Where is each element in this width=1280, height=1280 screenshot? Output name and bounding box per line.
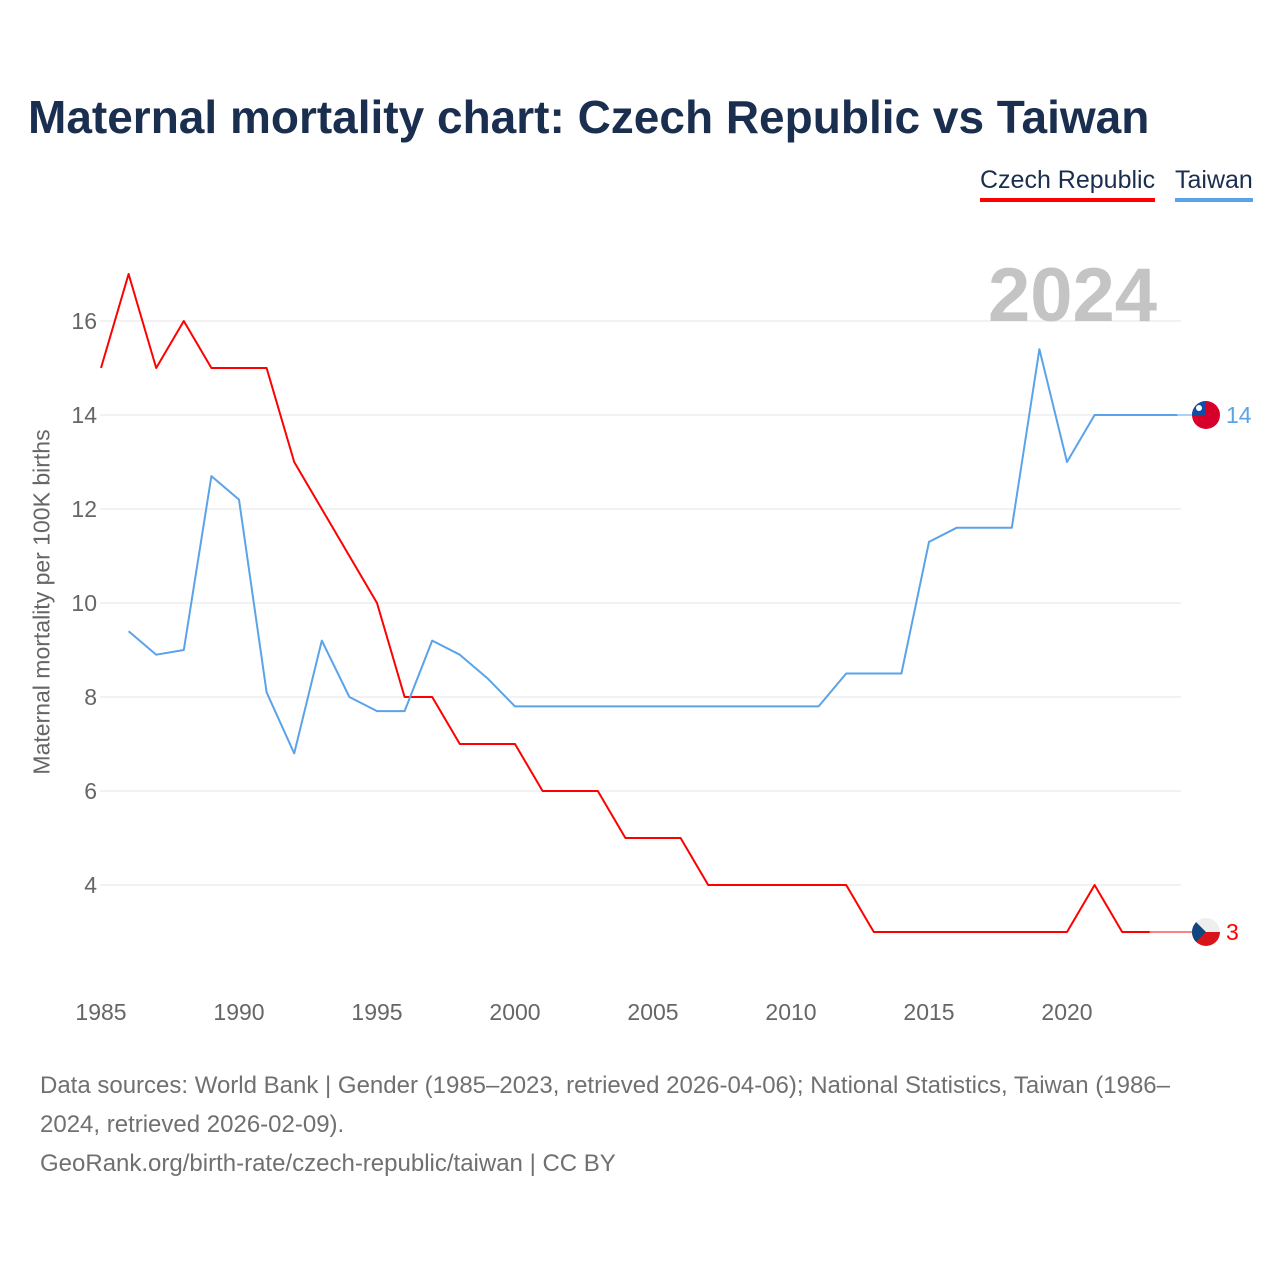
x-tick-label: 2000 [489, 999, 540, 1025]
x-tick-label: 1985 [75, 999, 126, 1025]
y-tick-label: 8 [84, 684, 97, 710]
taiwan-flag-icon [1192, 401, 1220, 429]
end-value-label: 14 [1226, 402, 1252, 428]
y-tick-label: 10 [71, 590, 97, 616]
data-sources: Data sources: World Bank | Gender (1985–… [40, 1072, 1170, 1138]
y-tick-label: 6 [84, 778, 97, 804]
y-tick-label: 16 [71, 308, 97, 334]
flag-blue [1192, 918, 1206, 946]
end-value-label: 3 [1226, 919, 1239, 945]
flag-body [1192, 918, 1220, 946]
legend-taiwan[interactable]: Taiwan [1175, 166, 1253, 202]
legend-czech-republic[interactable]: Czech Republic [980, 166, 1156, 202]
x-tick-label: 2020 [1041, 999, 1092, 1025]
year-watermark: 2024 [988, 253, 1158, 338]
y-tick-label: 14 [71, 402, 97, 428]
czech-flag-icon [1192, 918, 1220, 946]
x-tick-label: 2005 [627, 999, 678, 1025]
series-line-czech-republic [100, 273, 1150, 933]
y-tick-label: 12 [71, 496, 97, 522]
x-tick-label: 2010 [765, 999, 816, 1025]
footer: Data sources: World Bank | Gender (1985–… [40, 1066, 1220, 1183]
x-tick-label: 1990 [213, 999, 264, 1025]
chart-title: Maternal mortality chart: Czech Republic… [28, 91, 1150, 143]
series-line-taiwan [127, 348, 1178, 755]
flag-body [1192, 401, 1220, 429]
flag-sun [1196, 405, 1202, 411]
x-tick-label: 1995 [351, 999, 402, 1025]
credit-link[interactable]: GeoRank.org/birth-rate/czech-republic/ta… [40, 1150, 616, 1177]
x-tick-label: 2015 [903, 999, 954, 1025]
y-tick-label: 4 [84, 872, 97, 898]
